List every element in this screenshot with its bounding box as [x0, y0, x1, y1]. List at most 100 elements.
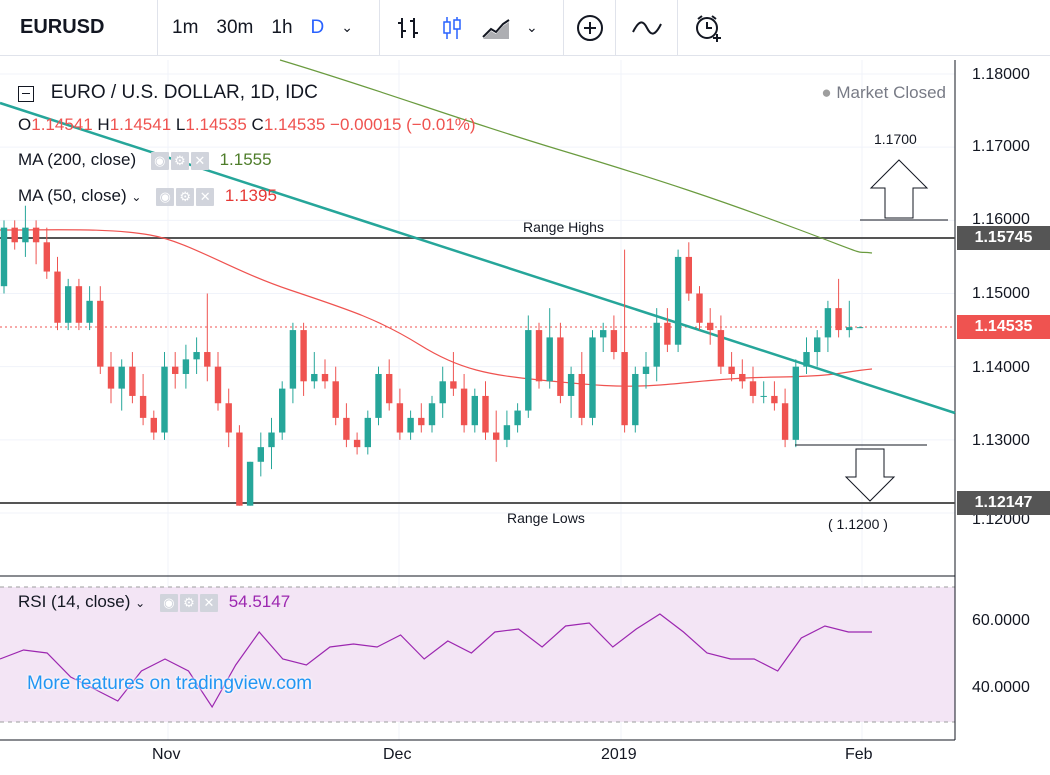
rsi-tick: 60.0000 — [972, 612, 1030, 629]
candle-body — [161, 366, 168, 433]
candle-body — [289, 330, 297, 389]
candle-body — [182, 359, 190, 374]
range-high-price-tag: 1.15745 — [957, 226, 1050, 250]
ma50-label[interactable]: MA (50, close) — [18, 186, 127, 205]
candle-body — [653, 322, 660, 367]
alert-clock-icon[interactable] — [687, 0, 731, 56]
range-highs-label: Range Highs — [523, 219, 604, 235]
symbol-name[interactable]: EURUSD — [20, 16, 105, 38]
gear-icon[interactable]: ⚙ — [179, 593, 198, 612]
price-tick: 1.13000 — [972, 432, 1030, 449]
candle-body — [781, 403, 789, 440]
candle-body — [739, 373, 746, 382]
indicators-group — [616, 0, 678, 56]
area-style-icon[interactable] — [474, 0, 518, 56]
rsi-chevron-icon[interactable]: ⌄ — [135, 596, 146, 610]
legend-title-row: EURO / U.S. DOLLAR, 1D, IDC — [18, 82, 318, 104]
ohlc-close-label: C — [251, 115, 264, 134]
eye-icon[interactable]: ◉ — [156, 187, 175, 206]
candle-body — [503, 425, 511, 440]
range-lows-label: Range Lows — [507, 510, 585, 526]
interval-30m[interactable]: 30m — [216, 16, 254, 38]
price-tick: 1.12000 — [972, 511, 1030, 528]
price-tick: 1.15000 — [972, 285, 1030, 302]
close-icon[interactable]: ✕ — [190, 151, 209, 170]
candle-body — [482, 395, 489, 433]
ohlc-change: −0.00015 (−0.01%) — [330, 115, 476, 134]
candle-body — [696, 293, 703, 323]
rsi-band-background — [0, 587, 955, 722]
ma200-label[interactable]: MA (200, close) — [18, 150, 137, 169]
candle-body — [600, 330, 607, 338]
indicators-icon[interactable] — [625, 0, 669, 56]
candle-body — [707, 322, 714, 331]
symbol-search[interactable]: EURUSD — [0, 0, 158, 56]
bar-style-icon[interactable] — [386, 0, 430, 56]
range-low-price-tag: 1.12147 — [957, 491, 1050, 515]
price-tick: 1.16000 — [972, 211, 1030, 228]
candle-body — [193, 352, 200, 360]
eye-icon[interactable]: ◉ — [150, 151, 169, 170]
interval-dropdown-chevron-icon[interactable]: ⌄ — [341, 19, 353, 35]
candle-body — [364, 417, 371, 448]
price-tick: 1.17000 — [972, 138, 1030, 155]
ma50-value: 1.1395 — [224, 186, 277, 205]
candle-body — [674, 256, 682, 345]
chart-style-group: ⌄ — [380, 0, 564, 56]
candle-body — [642, 366, 650, 374]
ma50-legend-row[interactable]: MA (50, close) ⌄ ◉ ⚙ ✕ 1.1395 — [18, 186, 277, 206]
gear-icon[interactable]: ⚙ — [170, 151, 189, 170]
ma50-line — [0, 229, 873, 387]
alert-group — [678, 0, 740, 56]
candle-body — [225, 403, 232, 433]
candle-body — [86, 300, 93, 323]
gear-icon[interactable]: ⚙ — [176, 187, 195, 206]
candle-body — [771, 395, 778, 404]
compare-plus-icon[interactable] — [568, 0, 612, 56]
arrow-down-icon — [844, 448, 896, 502]
top-toolbar: EURUSD 1m 30m 1h D ⌄ ⌄ — [0, 0, 1050, 56]
candle-body — [246, 461, 254, 506]
ohlc-row: O1.14541 H1.14541 L1.14535 C1.14535 −0.0… — [18, 115, 476, 135]
ma200-line — [279, 59, 873, 254]
interval-1m[interactable]: 1m — [172, 16, 199, 38]
candles-group — [0, 205, 864, 506]
candle-body — [268, 432, 275, 448]
collapse-legend-icon[interactable] — [18, 85, 34, 102]
candle-body — [321, 373, 329, 382]
candle-body — [567, 373, 575, 396]
rsi-legend-row[interactable]: RSI (14, close) ⌄ ◉ ⚙ ✕ 54.5147 — [18, 592, 290, 612]
candle-style-icon[interactable] — [430, 0, 474, 56]
market-status: ● Market Closed — [821, 83, 946, 103]
ma200-legend-row[interactable]: MA (200, close) ◉ ⚙ ✕ 1.1555 — [18, 150, 272, 170]
candle-body — [578, 373, 585, 418]
watermark-link[interactable]: More features on tradingview.com — [27, 673, 313, 694]
candle-body — [54, 271, 61, 323]
candle-body — [75, 286, 83, 323]
time-tick: Feb — [845, 746, 873, 763]
candle-body — [332, 381, 339, 418]
eye-icon[interactable]: ◉ — [159, 593, 178, 612]
candle-body — [632, 373, 639, 426]
price-tick: 1.14000 — [972, 359, 1030, 376]
ma50-chevron-icon[interactable]: ⌄ — [131, 190, 142, 204]
target-up-label: 1.1700 — [874, 131, 917, 147]
chart-style-chevron-icon[interactable]: ⌄ — [526, 19, 538, 35]
ohlc-low: 1.14535 — [185, 115, 247, 134]
candle-body — [557, 337, 564, 396]
candle-body — [814, 337, 821, 353]
close-icon[interactable]: ✕ — [196, 187, 215, 206]
candle-body — [450, 381, 457, 389]
candle-body — [760, 395, 767, 397]
interval-1h[interactable]: 1h — [271, 16, 293, 38]
market-status-dot-icon: ● — [821, 83, 832, 102]
candle-body — [717, 330, 725, 367]
interval-d[interactable]: D — [310, 16, 325, 38]
chart-title: EURO / U.S. DOLLAR, 1D, IDC — [50, 82, 318, 103]
candle-body — [32, 227, 40, 243]
rsi-label[interactable]: RSI (14, close) — [18, 592, 131, 611]
close-icon[interactable]: ✕ — [199, 593, 218, 612]
rsi-value: 54.5147 — [228, 592, 291, 611]
candle-body — [172, 366, 179, 374]
